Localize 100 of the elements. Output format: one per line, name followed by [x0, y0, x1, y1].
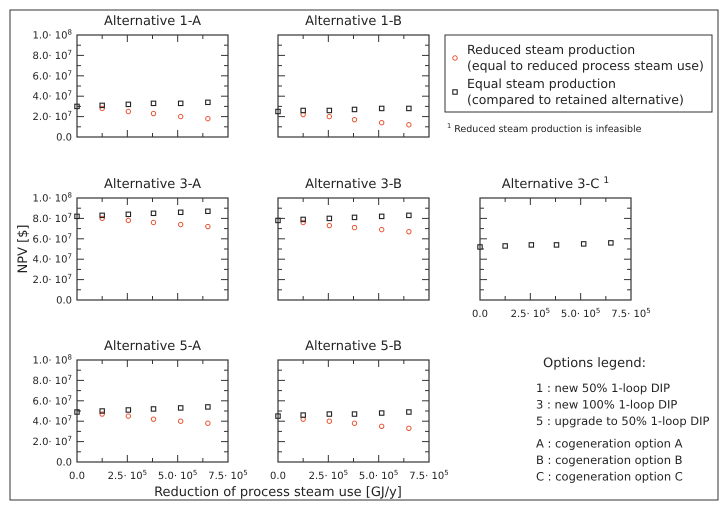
- point: [178, 222, 184, 228]
- point: [205, 224, 211, 230]
- point: [326, 222, 332, 228]
- point: [406, 426, 412, 432]
- y-tick-label: 1.0· 10$^{8}$: [32, 192, 72, 204]
- y-tick-label: 2.0· 10$^{7}$: [32, 273, 72, 286]
- point: [275, 413, 281, 419]
- point: [74, 104, 80, 110]
- point: [150, 100, 156, 106]
- point: [326, 418, 332, 424]
- text: C : cogeneration option C: [536, 470, 683, 484]
- y-tick-label: 6.0· 10$^{7}$: [32, 232, 72, 246]
- point: [326, 108, 332, 114]
- point: [406, 409, 412, 415]
- chart-title: Alternative 1-B: [305, 14, 402, 29]
- chart-title: Alternative 3-B: [305, 177, 402, 192]
- point: [300, 216, 306, 222]
- y-tick-label: 4.0· 10$^{7}$: [32, 90, 72, 103]
- x-tick-label: 0.0: [69, 471, 85, 482]
- x-tick-label: 2.5· 10$^{5}$: [510, 307, 550, 320]
- legend-label: Equal steam production (compared to retained alternative): [467, 76, 684, 107]
- point: [378, 120, 384, 126]
- point: [126, 108, 132, 114]
- point: [326, 411, 332, 417]
- point: [378, 410, 384, 416]
- y-tick-label: 8.0· 10$^{7}$: [32, 212, 72, 225]
- point: [150, 406, 156, 412]
- y-tick-label: 8.0· 10$^{7}$: [32, 48, 72, 62]
- point: [300, 416, 306, 422]
- x-tick-label: 5.0· 10$^{5}$: [358, 469, 398, 482]
- y-tick-label: 0.0: [56, 296, 72, 306]
- point: [178, 210, 184, 216]
- chart-title: Alternative 5-A: [104, 339, 202, 354]
- x-tick-label: 0.0: [472, 309, 488, 320]
- chart-title: Alternative 1-A: [104, 14, 202, 29]
- text: B : cogeneration option B: [536, 453, 683, 467]
- point: [150, 210, 156, 216]
- point: [378, 214, 384, 220]
- point: [126, 407, 132, 413]
- x-axis-title: Reduction of process steam use [GJ/y]: [154, 485, 402, 500]
- point: [406, 122, 412, 128]
- point: [99, 408, 105, 414]
- y-tick-label: 6.0· 10$^{7}$: [32, 394, 72, 408]
- point: [126, 102, 132, 108]
- x-tick-label: 5.0· 10$^{5}$: [158, 469, 198, 482]
- y-tick-label: 0.0: [56, 458, 72, 468]
- point: [205, 404, 211, 410]
- point: [150, 220, 156, 226]
- legend-label: Reduced steam production (equal to reduced process steam use): [467, 42, 704, 73]
- x-tick-label: 7.5· 10$^{5}$: [409, 469, 449, 482]
- point: [178, 100, 184, 106]
- chart-title: Alternative 3-C $^{1}$: [502, 176, 610, 192]
- point: [126, 218, 132, 224]
- point: [352, 224, 358, 230]
- point: [275, 108, 281, 114]
- point: [178, 114, 184, 120]
- point: [126, 212, 132, 218]
- point: [352, 420, 358, 426]
- point: [300, 220, 306, 226]
- point: [352, 106, 358, 112]
- point: [205, 100, 211, 106]
- point: [326, 216, 332, 222]
- point: [352, 214, 358, 220]
- text: Options legend:: [543, 356, 646, 371]
- point: [352, 116, 358, 122]
- point: [205, 116, 211, 122]
- y-tick-label: 4.0· 10$^{7}$: [32, 252, 72, 266]
- x-tick-label: 7.5· 10$^{5}$: [208, 469, 248, 482]
- point: [300, 112, 306, 118]
- y-axis-title: NPV [$]: [16, 224, 31, 274]
- point: [150, 110, 156, 116]
- y-tick-label: 1.0· 10$^{8}$: [32, 28, 72, 42]
- point: [406, 106, 412, 112]
- text: 1 : new 50% 1-loop DIP: [536, 381, 670, 395]
- y-tick-label: 0.0: [56, 132, 72, 144]
- y-tick-label: 6.0· 10$^{7}$: [32, 69, 72, 82]
- point: [99, 212, 105, 218]
- x-tick-label: 5.0· 10$^{5}$: [560, 307, 600, 320]
- point: [99, 216, 105, 222]
- point: [178, 405, 184, 411]
- point: [99, 102, 105, 108]
- point: [406, 228, 412, 234]
- point: [126, 413, 132, 419]
- point: [352, 411, 358, 417]
- y-tick-label: 2.0· 10$^{7}$: [32, 435, 72, 448]
- point: [178, 418, 184, 424]
- x-tick-label: 2.5· 10$^{5}$: [308, 469, 348, 482]
- point: [300, 108, 306, 114]
- chart-title: Alternative 5-B: [305, 339, 402, 354]
- text: 5 : upgrade to 50% 1-loop DIP: [536, 414, 710, 428]
- y-tick-label: 1.0· 10$^{8}$: [32, 354, 72, 366]
- point: [205, 208, 211, 214]
- text: A : cogeneration option A: [536, 436, 683, 450]
- point: [378, 226, 384, 232]
- x-tick-label: 7.5· 10$^{5}$: [611, 307, 651, 320]
- point: [74, 409, 80, 415]
- point: [99, 411, 105, 417]
- chart-title: Alternative 3-A: [104, 177, 202, 192]
- point: [378, 424, 384, 429]
- y-tick-label: 8.0· 10$^{7}$: [32, 374, 72, 387]
